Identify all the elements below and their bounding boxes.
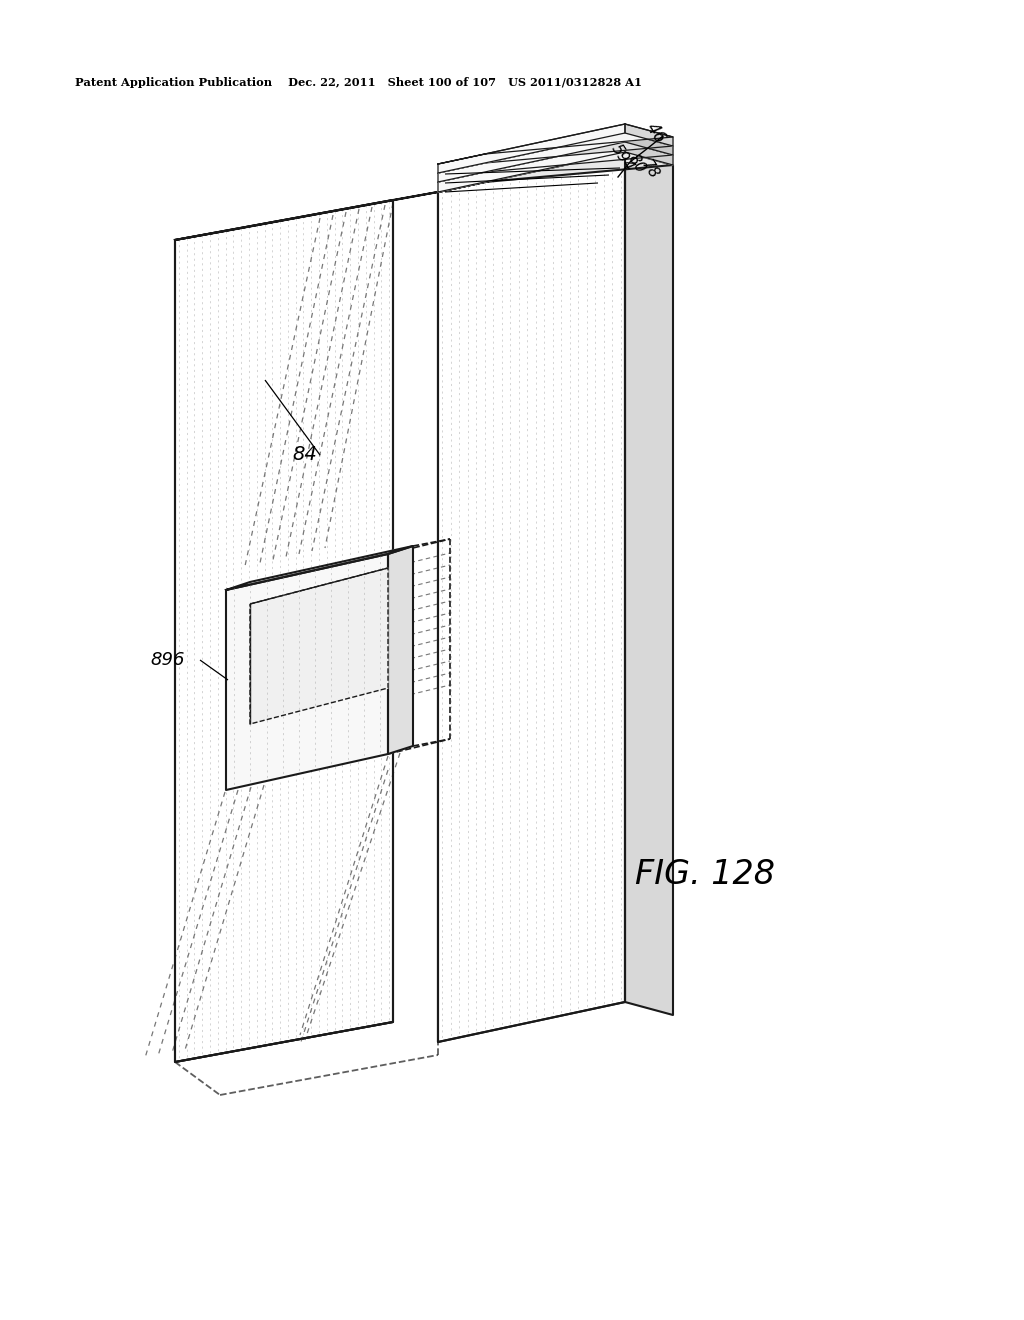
Polygon shape (438, 124, 625, 173)
Polygon shape (625, 133, 673, 154)
Polygon shape (625, 143, 673, 165)
Polygon shape (175, 201, 393, 1063)
Polygon shape (625, 152, 673, 1015)
Polygon shape (226, 546, 413, 590)
Polygon shape (388, 546, 413, 754)
Polygon shape (625, 124, 673, 147)
Polygon shape (438, 133, 673, 173)
Text: 78: 78 (638, 157, 662, 182)
Text: Patent Application Publication    Dec. 22, 2011   Sheet 100 of 107   US 2011/031: Patent Application Publication Dec. 22, … (75, 77, 642, 87)
Text: 84: 84 (293, 446, 317, 465)
Polygon shape (250, 568, 388, 723)
Text: 46: 46 (643, 119, 670, 147)
Text: 80: 80 (626, 152, 648, 177)
Text: 594: 594 (608, 141, 636, 174)
Polygon shape (438, 143, 673, 182)
Polygon shape (438, 124, 673, 164)
Polygon shape (438, 143, 625, 191)
Polygon shape (226, 554, 388, 789)
Polygon shape (175, 191, 438, 240)
Text: 896: 896 (151, 651, 185, 669)
Text: FIG. 128: FIG. 128 (635, 858, 775, 891)
Polygon shape (438, 133, 625, 182)
Polygon shape (438, 152, 673, 191)
Polygon shape (438, 152, 625, 1041)
